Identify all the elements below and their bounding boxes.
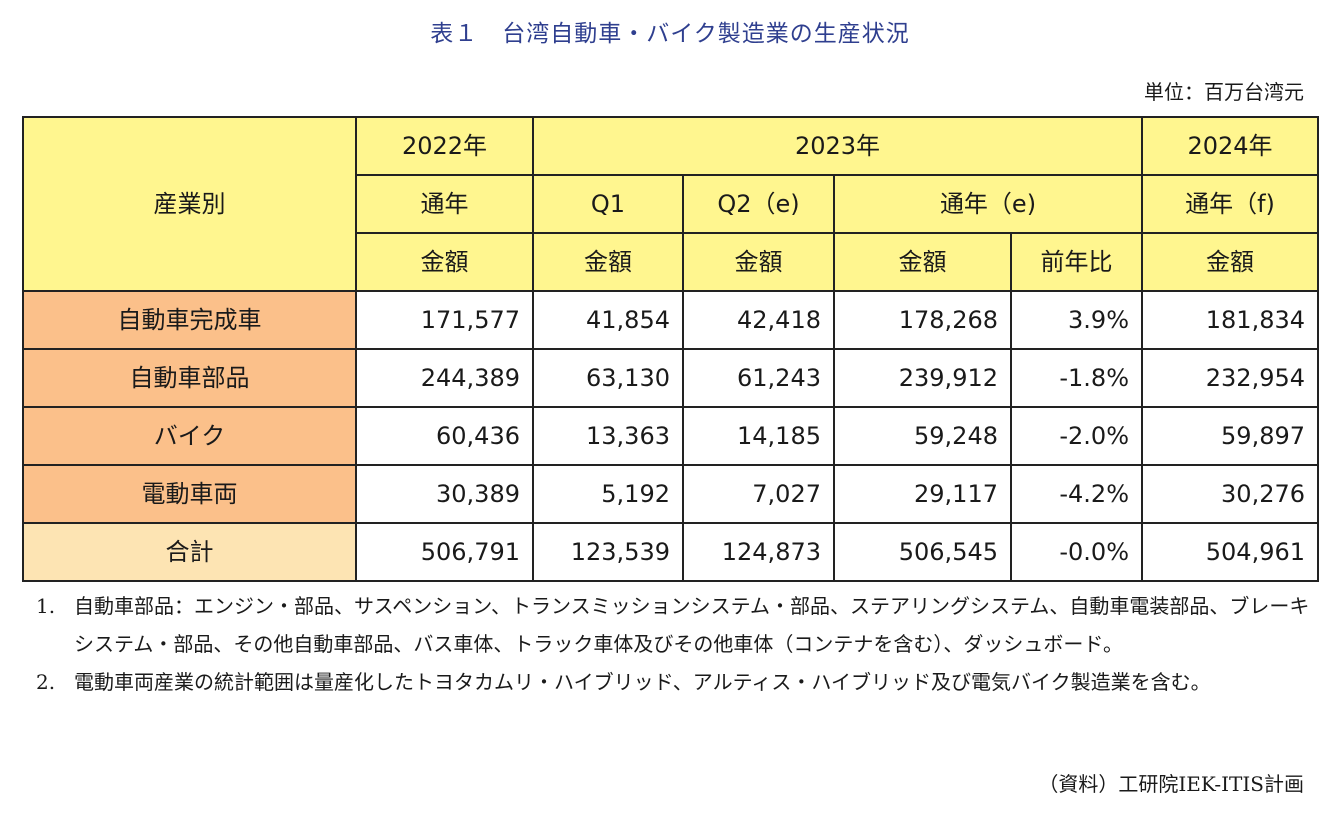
row-label: 自動車部品 [22,348,357,408]
value-2024-full-year: 181,834 [1141,290,1320,350]
footnotes: 1. 自動車部品：エンジン・部品、サスペンション、トランスミッションシステム・部… [36,587,1311,701]
value-2023-full-year: 506,545 [833,522,1012,582]
value-yoy: -1.8% [1009,348,1144,408]
table-row: 自動車部品 244,389 63,130 61,243 239,912 -1.8… [22,348,1320,408]
header-2024-full-year-f: 通年（f) [1141,174,1320,234]
total-row: 合計 506,791 123,539 124,873 506,545 -0.0%… [22,522,1320,582]
header-2023-q1: Q1 [532,174,684,234]
header-2023-full-year-e: 通年（e) [832,174,1144,234]
row-label: 自動車完成車 [22,290,357,350]
value-2023-full-year: 178,268 [833,290,1012,350]
value-2023-q1: 41,854 [532,290,684,350]
row-label: 合計 [22,522,357,582]
value-2022: 244,389 [355,348,534,408]
header-amount: 金額 [833,232,1012,292]
value-2023-full-year: 59,248 [833,406,1012,466]
footnote-text: 電動車両産業の統計範囲は量産化したトヨタカムリ・ハイブリッド、アルティス・ハイブ… [74,670,1211,694]
value-2023-q2: 14,185 [682,406,835,466]
header-amount: 金額 [355,232,534,292]
header-2022-full-year: 通年 [355,174,534,234]
value-2023-q1: 63,130 [532,348,684,408]
value-2023-q1: 13,363 [532,406,684,466]
footnote-text: 自動車部品：エンジン・部品、サスペンション、トランスミッションシステム・部品、ス… [74,594,1310,656]
value-2022: 30,389 [355,464,534,524]
value-yoy: 3.9% [1009,290,1144,350]
header-industry: 産業別 [22,116,357,292]
unit-label: 単位：百万台湾元 [1144,80,1304,104]
table-row: 自動車完成車 171,577 41,854 42,418 178,268 3.9… [22,290,1320,350]
value-2023-full-year: 239,912 [833,348,1012,408]
value-2022: 171,577 [355,290,534,350]
header-yoy: 前年比 [1009,232,1144,292]
table-row: 電動車両 30,389 5,192 7,027 29,117 -4.2% 30,… [22,464,1320,524]
header-2023-q2e: Q2（e) [682,174,835,234]
header-year-2023: 2023年 [531,116,1144,176]
value-2023-full-year: 29,117 [833,464,1012,524]
table-row: バイク 60,436 13,363 14,185 59,248 -2.0% 59… [22,406,1320,466]
value-2023-q2: 7,027 [682,464,835,524]
value-2024-full-year: 232,954 [1141,348,1320,408]
footnote-number: 1. [36,594,56,618]
value-yoy: -2.0% [1009,406,1144,466]
value-2024-full-year: 30,276 [1141,464,1320,524]
row-label: バイク [22,406,357,466]
footnote-number: 2. [36,670,56,694]
value-2023-q2: 124,873 [682,522,835,582]
header-amount: 金額 [532,232,684,292]
value-2023-q1: 123,539 [532,522,684,582]
header-year-2022: 2022年 [355,116,534,176]
header-year-2024: 2024年 [1141,116,1320,176]
production-table: 産業別 2022年 2023年 2024年 通年 Q1 Q2（e) 通年（e) … [22,116,1320,582]
row-label: 電動車両 [22,464,357,524]
table-title: 表１ 台湾自動車・バイク製造業の生産状況 [430,21,910,47]
header-amount: 金額 [1141,232,1320,292]
value-2023-q2: 61,243 [682,348,835,408]
value-2024-full-year: 59,897 [1141,406,1320,466]
value-2022: 506,791 [355,522,534,582]
value-yoy: -0.0% [1009,522,1144,582]
value-2022: 60,436 [355,406,534,466]
value-2024-full-year: 504,961 [1141,522,1320,582]
source-credit: （資料）工研院IEK-ITIS計画 [1038,772,1304,796]
footnote: 1. 自動車部品：エンジン・部品、サスペンション、トランスミッションシステム・部… [36,587,1311,663]
value-2023-q1: 5,192 [532,464,684,524]
value-2023-q2: 42,418 [682,290,835,350]
footnote: 2. 電動車両産業の統計範囲は量産化したトヨタカムリ・ハイブリッド、アルティス・… [36,663,1311,701]
value-yoy: -4.2% [1009,464,1144,524]
header-amount: 金額 [682,232,835,292]
